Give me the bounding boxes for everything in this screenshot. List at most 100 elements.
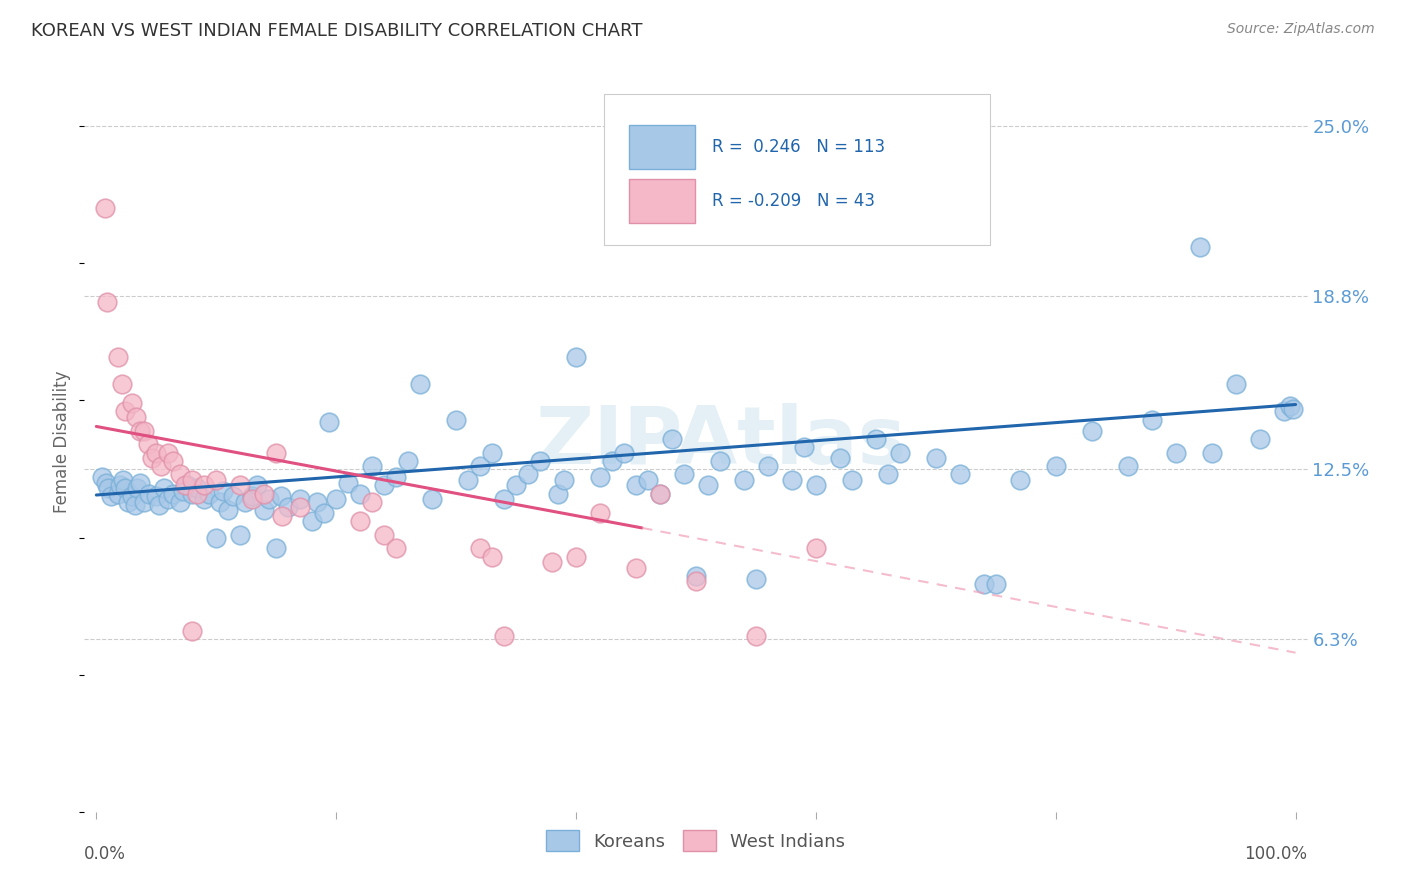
Point	[169, 467, 191, 482]
Point	[589, 470, 612, 484]
Point	[733, 473, 755, 487]
Point	[1140, 412, 1163, 426]
Point	[517, 467, 540, 482]
Point	[1080, 424, 1102, 438]
Point	[141, 450, 163, 465]
Point	[290, 492, 312, 507]
Point	[150, 459, 173, 474]
Point	[134, 495, 156, 509]
Point	[111, 473, 134, 487]
Point	[385, 470, 408, 484]
Point	[876, 467, 898, 482]
Point	[181, 473, 204, 487]
Point	[1116, 459, 1139, 474]
Point	[685, 569, 707, 583]
Point	[661, 432, 683, 446]
Point	[444, 412, 467, 426]
Point	[169, 495, 191, 509]
Point	[93, 202, 117, 216]
Point	[121, 489, 143, 503]
Point	[117, 495, 139, 509]
Point	[124, 498, 146, 512]
Point	[361, 459, 384, 474]
Point	[91, 470, 114, 484]
Point	[1278, 399, 1301, 413]
Point	[253, 486, 276, 500]
Point	[217, 503, 239, 517]
FancyBboxPatch shape	[628, 179, 695, 223]
Point	[793, 440, 815, 454]
Point	[181, 624, 204, 638]
Point	[541, 555, 564, 569]
Point	[361, 495, 384, 509]
Point	[174, 478, 197, 492]
Point	[613, 445, 636, 459]
Point	[949, 467, 972, 482]
Point	[136, 437, 159, 451]
Point	[107, 486, 129, 500]
Point	[889, 445, 911, 459]
Point	[145, 445, 167, 459]
Point	[925, 450, 948, 465]
Point	[152, 481, 174, 495]
Point	[301, 514, 323, 528]
Text: KOREAN VS WEST INDIAN FEMALE DISABILITY CORRELATION CHART: KOREAN VS WEST INDIAN FEMALE DISABILITY …	[31, 22, 643, 40]
Point	[290, 500, 312, 515]
Point	[756, 459, 779, 474]
Point	[600, 454, 623, 468]
Point	[648, 486, 671, 500]
Point	[277, 500, 299, 515]
Text: 0.0%: 0.0%	[84, 845, 127, 863]
Point	[494, 492, 516, 507]
Text: Source: ZipAtlas.com: Source: ZipAtlas.com	[1227, 22, 1375, 37]
Point	[1188, 240, 1211, 254]
Point	[162, 486, 184, 500]
Point	[193, 478, 215, 492]
Point	[205, 473, 228, 487]
Point	[349, 486, 371, 500]
Point	[264, 541, 287, 556]
Point	[121, 396, 143, 410]
Point	[257, 492, 280, 507]
Point	[1272, 404, 1295, 418]
Point	[97, 481, 120, 495]
Point	[409, 376, 432, 391]
Point	[271, 508, 294, 523]
Point	[804, 478, 827, 492]
Point	[624, 478, 647, 492]
Point	[240, 492, 263, 507]
Point	[212, 483, 235, 498]
Point	[96, 294, 118, 309]
Point	[565, 350, 588, 364]
Point	[222, 489, 245, 503]
Point	[420, 492, 443, 507]
Point	[318, 415, 340, 429]
Point	[246, 478, 269, 492]
Point	[373, 478, 395, 492]
Point	[198, 486, 221, 500]
Point	[240, 489, 263, 503]
Point	[624, 560, 647, 574]
Point	[138, 486, 160, 500]
Point	[253, 503, 276, 517]
Point	[1225, 376, 1247, 391]
Point	[373, 528, 395, 542]
Point	[697, 478, 720, 492]
Point	[107, 350, 129, 364]
Point	[481, 445, 503, 459]
Text: R =  0.246   N = 113: R = 0.246 N = 113	[711, 138, 884, 156]
Point	[1164, 445, 1187, 459]
Point	[457, 473, 479, 487]
Text: 100.0%: 100.0%	[1244, 845, 1308, 863]
Point	[229, 478, 252, 492]
Point	[162, 454, 184, 468]
Point	[205, 531, 228, 545]
Point	[128, 475, 150, 490]
Point	[672, 467, 695, 482]
Point	[973, 577, 995, 591]
Point	[709, 454, 731, 468]
Point	[505, 478, 527, 492]
Point	[468, 459, 491, 474]
Point	[233, 495, 256, 509]
Legend: Koreans, West Indians: Koreans, West Indians	[540, 823, 852, 858]
